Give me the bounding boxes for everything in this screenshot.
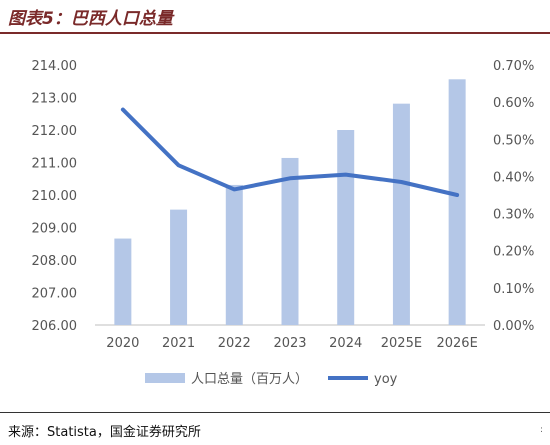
x-tick-label: 2025E bbox=[381, 336, 422, 351]
x-tick-label: 2022 bbox=[218, 336, 251, 351]
y-left-tick-label: 213.00 bbox=[32, 92, 78, 107]
x-tick-label: 2020 bbox=[106, 336, 139, 351]
chart: 206.00 207.00 208.00 209.00 210.00 211.00 212.… bbox=[32, 59, 535, 387]
population-bar bbox=[170, 209, 188, 325]
x-tick-label: 2026E bbox=[436, 336, 477, 351]
population-bar bbox=[448, 79, 466, 325]
x-tick-label: 2023 bbox=[273, 336, 306, 351]
title-divider bbox=[0, 32, 550, 34]
y-left-tick-label: 208.00 bbox=[32, 254, 78, 269]
x-tick-label: 2024 bbox=[329, 336, 362, 351]
y-right-tick-label: 0.10% bbox=[493, 282, 534, 297]
y-right-tick-label: 0.70% bbox=[493, 59, 534, 74]
legend-swatch-population bbox=[145, 373, 185, 383]
source-note: 来源：Statista，国金证券研究所 bbox=[8, 425, 201, 440]
x-tick-label: 2021 bbox=[162, 336, 195, 351]
y-left-tick-label: 214.00 bbox=[32, 59, 78, 74]
corner-mark: : bbox=[540, 425, 544, 435]
population-bar bbox=[337, 130, 355, 325]
source-divider bbox=[0, 412, 550, 413]
population-bar bbox=[114, 238, 132, 325]
y-left-tick-label: 210.00 bbox=[32, 189, 78, 204]
legend: 人口总量（百万人） yoy bbox=[145, 372, 398, 387]
population-bar bbox=[281, 157, 299, 325]
y-left-tick-label: 209.00 bbox=[32, 222, 78, 237]
population-bar bbox=[225, 184, 243, 325]
y-right-tick-label: 0.20% bbox=[493, 245, 534, 260]
y-right-tick-label: 0.60% bbox=[493, 96, 534, 111]
y-left-tick-label: 211.00 bbox=[32, 157, 78, 172]
y-left-tick-label: 206.00 bbox=[32, 319, 78, 334]
y-left-tick-label: 207.00 bbox=[32, 287, 78, 302]
y-right-tick-label: 0.00% bbox=[493, 319, 534, 334]
y-right-tick-label: 0.40% bbox=[493, 170, 534, 185]
yoy-line bbox=[120, 107, 460, 197]
y-right-tick-label: 0.50% bbox=[493, 133, 534, 148]
y-right-tick-label: 0.30% bbox=[493, 208, 534, 223]
legend-label-population: 人口总量（百万人） bbox=[191, 372, 308, 387]
chart-title: 图表5：巴西人口总量 bbox=[8, 9, 173, 29]
population-bar bbox=[392, 103, 410, 325]
legend-label-yoy: yoy bbox=[374, 372, 398, 387]
y-left-tick-label: 212.00 bbox=[32, 124, 78, 139]
